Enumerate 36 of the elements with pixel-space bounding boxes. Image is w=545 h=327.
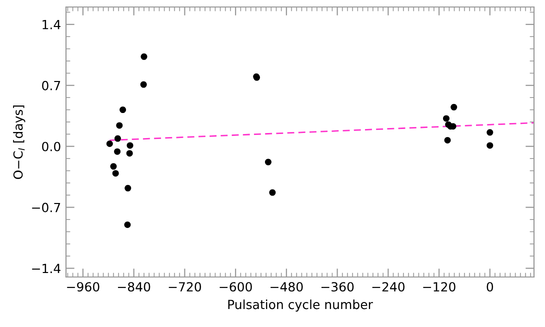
x-tick-label: −240	[372, 282, 405, 292]
point	[124, 184, 132, 192]
x-tick-label: −360	[321, 282, 354, 292]
point	[124, 221, 131, 228]
point	[120, 106, 126, 114]
point	[140, 81, 147, 88]
point	[450, 104, 458, 110]
x-axis-title: Pulsation cycle number	[228, 300, 373, 312]
point	[126, 142, 134, 149]
point	[442, 115, 450, 122]
x-tick-label: −120	[423, 282, 456, 292]
x-tick-label: −840	[118, 282, 150, 292]
y-tick-label: 1.4	[42, 20, 60, 30]
y-axis-title: O−C$_{I}$ [days]	[13, 105, 26, 179]
x-tick-label: 0	[486, 282, 494, 292]
x-tick-label: −960	[67, 282, 100, 292]
point	[114, 148, 121, 155]
x-tick-label: −480	[270, 282, 303, 292]
point	[110, 163, 117, 170]
point	[126, 150, 133, 157]
y-tick-label: −0.7	[32, 202, 60, 212]
point	[116, 122, 123, 129]
point	[112, 170, 119, 177]
point	[264, 158, 272, 166]
x-tick-label: −720	[168, 282, 202, 292]
y-tick-label: −1.4	[32, 264, 60, 274]
point	[269, 189, 276, 196]
point	[486, 142, 494, 149]
y-tick-label: 0.0	[42, 142, 60, 152]
point	[114, 135, 121, 142]
x-tick-label: −600	[220, 282, 252, 292]
point	[444, 137, 451, 144]
point	[140, 53, 148, 60]
point	[106, 140, 113, 147]
point	[486, 129, 494, 136]
y-tick-label: 0.7	[42, 80, 60, 90]
